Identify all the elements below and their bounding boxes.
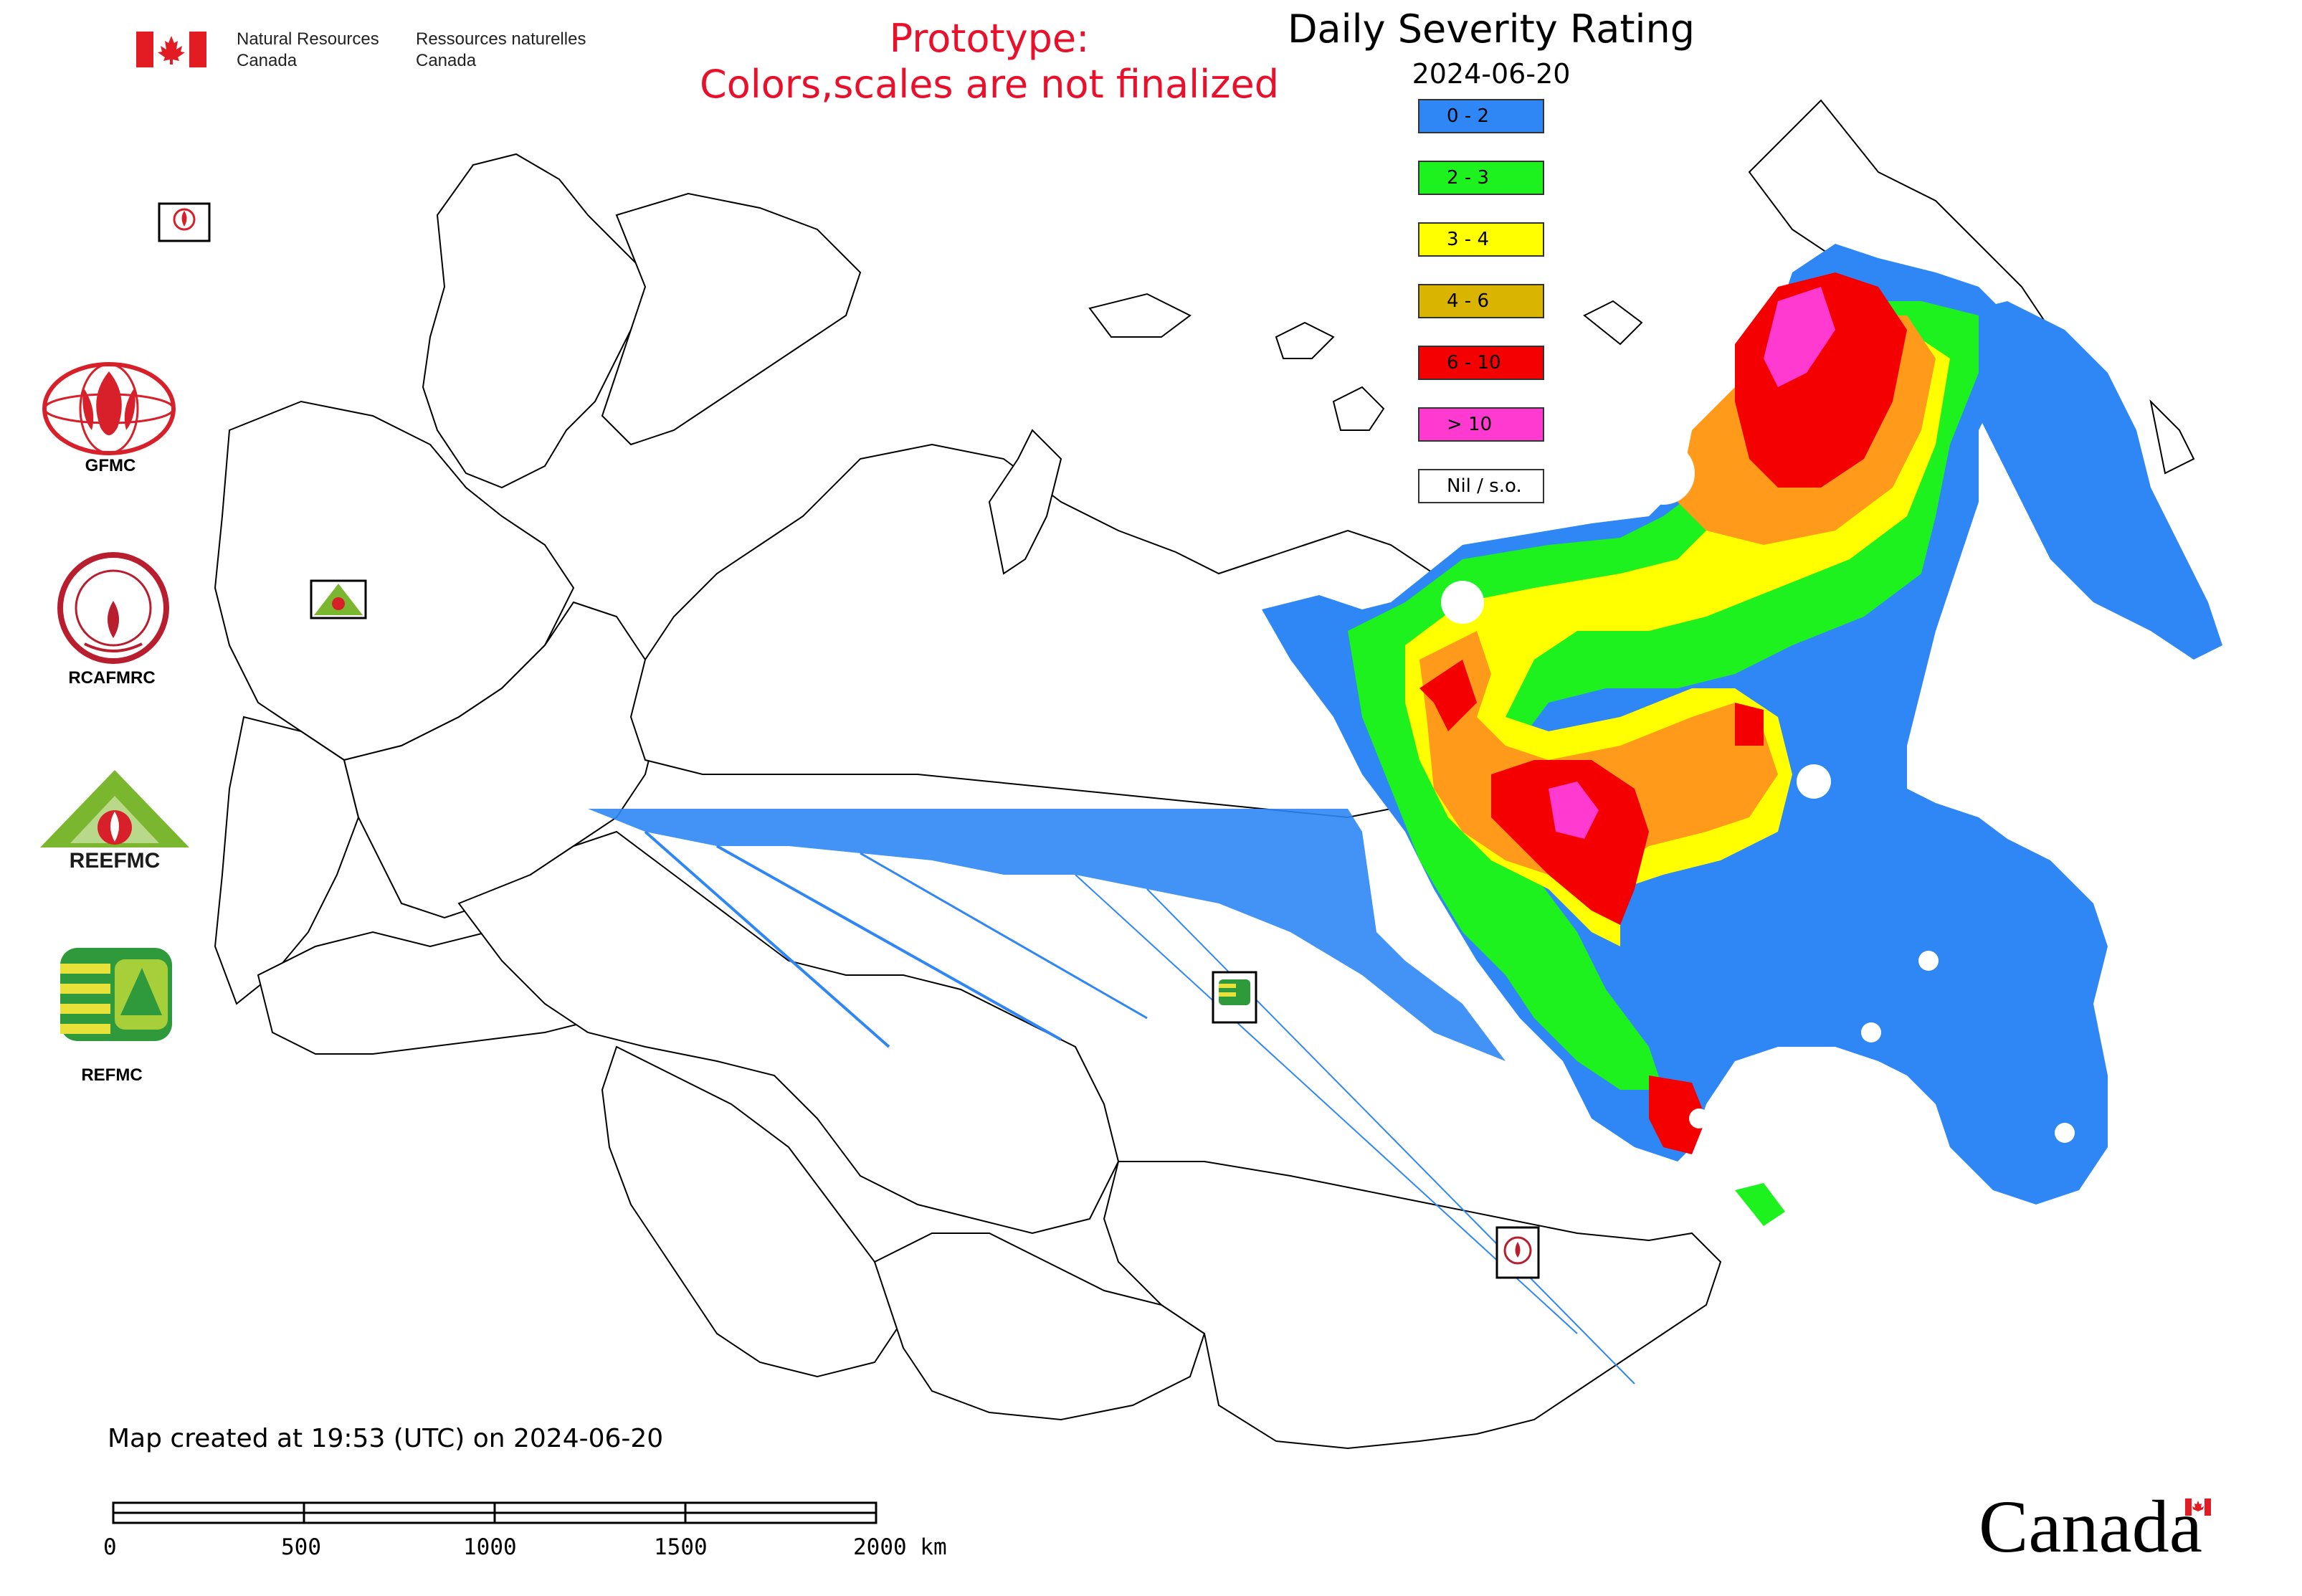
scale-tick-1500: 1500 bbox=[654, 1534, 708, 1560]
org-fr-line1: Ressources naturelles bbox=[416, 29, 586, 49]
refmc-map-marker-icon bbox=[1212, 971, 1257, 1024]
gfmc-label: GFMC bbox=[85, 456, 136, 475]
canada-flag-icon bbox=[136, 32, 206, 67]
rcafmrc-map-marker-icon bbox=[1495, 1226, 1540, 1279]
legend-item-2-3: 2 - 3 bbox=[1418, 161, 1544, 195]
gfmc-map-marker-icon bbox=[158, 202, 211, 242]
legend-item-4-6: 4 - 6 bbox=[1418, 284, 1544, 318]
legend-label: 4 - 6 bbox=[1447, 290, 1489, 312]
org-name-french: Ressources naturelles Canada bbox=[416, 29, 586, 72]
map-created-timestamp: Map created at 19:53 (UTC) on 2024-06-20 bbox=[108, 1424, 664, 1453]
refmc-label: REFMC bbox=[81, 1065, 143, 1085]
svg-text:REEFMC: REEFMC bbox=[70, 849, 161, 873]
canada-wordmark-flag-icon bbox=[2185, 1498, 2211, 1516]
legend-label: > 10 bbox=[1447, 414, 1493, 435]
prototype-notice: Prototype: Colors,scales are not finaliz… bbox=[595, 16, 1384, 108]
legend-label: 6 - 10 bbox=[1447, 352, 1501, 374]
scale-tick-1000: 1000 bbox=[463, 1534, 517, 1560]
prototype-line2: Colors,scales are not finalized bbox=[700, 62, 1279, 107]
org-en-line1: Natural Resources bbox=[237, 29, 379, 49]
legend-item-0-2: 0 - 2 bbox=[1418, 99, 1544, 133]
legend-label: 0 - 2 bbox=[1447, 105, 1489, 127]
scale-tick-2000: 2000 km bbox=[853, 1534, 947, 1560]
scale-bar bbox=[112, 1501, 877, 1524]
org-fr-line2: Canada bbox=[416, 51, 477, 70]
severity-field bbox=[588, 244, 2222, 1384]
legend-item-gt-10: > 10 bbox=[1418, 407, 1544, 442]
legend-item-6-10: 6 - 10 bbox=[1418, 346, 1544, 380]
legend-label: 2 - 3 bbox=[1447, 167, 1489, 189]
legend-item-nil: Nil / s.o. bbox=[1418, 469, 1544, 503]
org-name-english: Natural Resources Canada bbox=[237, 29, 379, 72]
legend-label: 3 - 4 bbox=[1447, 229, 1489, 250]
reefmc-map-marker-icon bbox=[310, 579, 367, 619]
scale-tick-500: 500 bbox=[281, 1534, 321, 1560]
arctic-islands bbox=[988, 99, 2195, 575]
rcafmrc-logo bbox=[57, 552, 169, 664]
rcafmrc-label: RCAFMRC bbox=[68, 668, 156, 688]
gfmc-logo bbox=[42, 362, 176, 455]
legend-label: Nil / s.o. bbox=[1447, 475, 1522, 497]
refmc-logo bbox=[60, 948, 172, 1041]
scale-tick-0: 0 bbox=[103, 1534, 117, 1560]
canada-wordmark: Canada bbox=[1979, 1486, 2202, 1568]
org-en-line2: Canada bbox=[237, 51, 298, 70]
reefmc-logo: REEFMC bbox=[37, 770, 192, 873]
map-date: 2024-06-20 bbox=[1412, 58, 1571, 90]
legend-item-3-4: 3 - 4 bbox=[1418, 222, 1544, 257]
prototype-line1: Prototype: bbox=[889, 16, 1090, 61]
map-title: Daily Severity Rating bbox=[1287, 6, 1695, 52]
